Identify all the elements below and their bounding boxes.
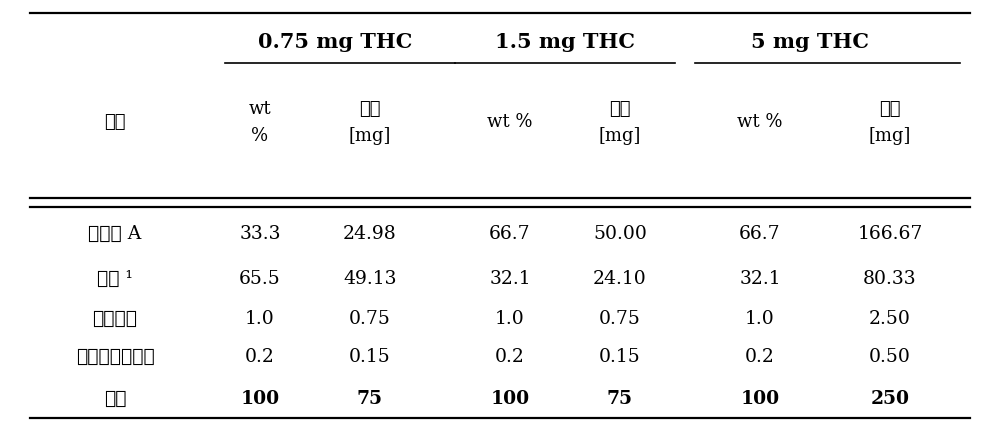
Text: wt %: wt % <box>737 114 783 131</box>
Text: 乳糖 ¹: 乳糖 ¹ <box>97 270 133 287</box>
Text: 组分: 组分 <box>104 114 126 131</box>
Text: 75: 75 <box>357 390 383 408</box>
Text: 100: 100 <box>740 390 780 408</box>
Text: 1.0: 1.0 <box>495 310 525 327</box>
Text: 250: 250 <box>870 390 910 408</box>
Text: 2.50: 2.50 <box>869 310 911 327</box>
Text: wt %: wt % <box>487 114 533 131</box>
Text: 1.5 mg THC: 1.5 mg THC <box>495 32 635 52</box>
Text: 总计: 总计 <box>104 390 126 408</box>
Text: wt: wt <box>249 100 271 118</box>
Text: 0.75: 0.75 <box>349 310 391 327</box>
Text: [mg]: [mg] <box>599 127 641 145</box>
Text: 0.2: 0.2 <box>745 348 775 365</box>
Text: 100: 100 <box>240 390 280 408</box>
Text: 0.75: 0.75 <box>599 310 641 327</box>
Text: 5 mg THC: 5 mg THC <box>751 32 869 52</box>
Text: 0.2: 0.2 <box>495 348 525 365</box>
Text: 重量: 重量 <box>609 100 631 118</box>
Text: 1.0: 1.0 <box>245 310 275 327</box>
Text: 33.3: 33.3 <box>239 225 281 243</box>
Text: 颗粒物 A: 颗粒物 A <box>88 225 142 243</box>
Text: 1.0: 1.0 <box>745 310 775 327</box>
Text: [mg]: [mg] <box>869 127 911 145</box>
Text: 32.1: 32.1 <box>739 270 781 287</box>
Text: 24.98: 24.98 <box>343 225 397 243</box>
Text: 66.7: 66.7 <box>739 225 781 243</box>
Text: 24.10: 24.10 <box>593 270 647 287</box>
Text: 50.00: 50.00 <box>593 225 647 243</box>
Text: 硬脂酸镁: 硬脂酸镁 <box>92 310 138 327</box>
Text: 0.75 mg THC: 0.75 mg THC <box>258 32 412 52</box>
Text: 0.15: 0.15 <box>599 348 641 365</box>
Text: 75: 75 <box>607 390 633 408</box>
Text: [mg]: [mg] <box>349 127 391 145</box>
Text: 49.13: 49.13 <box>343 270 397 287</box>
Text: 二氧化硅，无水: 二氧化硅，无水 <box>76 348 154 365</box>
Text: %: % <box>251 127 269 145</box>
Text: 0.15: 0.15 <box>349 348 391 365</box>
Text: 重量: 重量 <box>359 100 381 118</box>
Text: 重量: 重量 <box>879 100 901 118</box>
Text: 0.50: 0.50 <box>869 348 911 365</box>
Text: 80.33: 80.33 <box>863 270 917 287</box>
Text: 32.1: 32.1 <box>489 270 531 287</box>
Text: 0.2: 0.2 <box>245 348 275 365</box>
Text: 166.67: 166.67 <box>857 225 923 243</box>
Text: 66.7: 66.7 <box>489 225 531 243</box>
Text: 100: 100 <box>490 390 530 408</box>
Text: 65.5: 65.5 <box>239 270 281 287</box>
